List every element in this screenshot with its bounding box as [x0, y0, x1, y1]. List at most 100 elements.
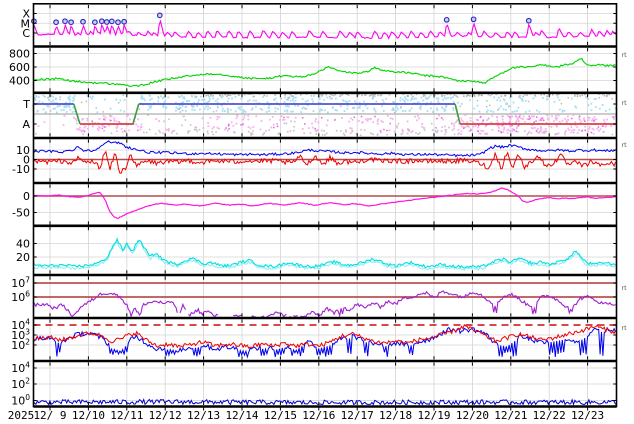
sector-scatter-dot: [540, 117, 542, 120]
sector-scatter-dot: [137, 118, 139, 121]
sector-scatter-dot: [437, 100, 440, 102]
sector-scatter-dot: [492, 111, 495, 113]
sector-scatter-dot: [69, 108, 72, 111]
sector-scatter-dot: [464, 126, 467, 129]
sector-scatter-dot: [301, 117, 304, 119]
sector-scatter-dot: [514, 122, 517, 124]
sector-scatter-dot: [522, 115, 525, 118]
sector-scatter-dot: [325, 132, 328, 135]
series-density-b: [32, 239, 616, 271]
sector-scatter-dot: [437, 129, 439, 132]
sector-scatter-dot: [285, 122, 288, 125]
sector-scatter-dot: [461, 119, 463, 122]
sector-scatter-dot: [498, 130, 500, 132]
sector-scatter-dot: [286, 105, 289, 108]
sector-scatter-dot: [502, 124, 504, 126]
sector-scatter-dot: [252, 95, 254, 98]
sector-scatter-dot: [102, 115, 105, 117]
sector-scatter-dot: [54, 107, 57, 110]
sector-scatter-dot: [159, 131, 161, 134]
sector-scatter-dot: [34, 99, 37, 101]
sector-scatter-dot: [81, 129, 84, 132]
sector-scatter-dot: [293, 126, 295, 128]
sector-scatter-dot: [240, 124, 242, 126]
sector-scatter-dot: [424, 97, 427, 100]
sector-scatter-dot: [477, 126, 480, 129]
sector-scatter-dot: [96, 128, 99, 130]
sector-scatter-dot: [140, 126, 142, 128]
sector-scatter-dot: [374, 93, 377, 96]
sector-scatter-dot: [361, 94, 363, 97]
sector-scatter-dot: [543, 119, 545, 121]
sector-scatter-dot: [243, 110, 246, 112]
sector-scatter-dot: [368, 95, 371, 97]
sector-scatter-dot: [474, 125, 477, 127]
sector-scatter-dot: [216, 126, 219, 129]
sector-scatter-dot: [538, 119, 541, 122]
sector-scatter-dot: [561, 119, 564, 122]
sector-scatter-dot: [377, 94, 379, 97]
sector-scatter-dot: [79, 126, 81, 129]
sector-scatter-dot: [520, 117, 523, 120]
sector-scatter-dot: [59, 96, 62, 98]
sector-scatter-dot: [528, 115, 530, 118]
sector-scatter-dot: [334, 109, 337, 111]
sector-scatter-dot: [435, 127, 437, 129]
sector-scatter-dot: [314, 129, 317, 132]
sector-scatter-dot: [541, 131, 544, 134]
sector-scatter-dot: [578, 129, 580, 131]
sector-scatter-dot: [191, 95, 193, 98]
sector-scatter-dot: [602, 125, 604, 127]
sector-scatter-dot: [60, 109, 63, 112]
y-tick-label: 100: [11, 393, 30, 408]
sector-scatter-dot: [198, 99, 200, 101]
sector-scatter-dot: [164, 99, 167, 102]
sector-scatter-dot: [450, 93, 452, 95]
sector-scatter-dot: [514, 114, 517, 116]
sector-scatter-dot: [242, 111, 245, 114]
sector-scatter-dot: [293, 96, 295, 99]
sector-scatter-dot: [142, 97, 145, 100]
sector-scatter-dot: [598, 97, 600, 99]
sector-scatter-dot: [539, 127, 542, 130]
sector-scatter-dot: [305, 93, 308, 95]
sector-scatter-dot: [528, 130, 531, 133]
sector-scatter-dot: [110, 132, 113, 135]
sector-scatter-dot: [304, 123, 306, 125]
sector-scatter-dot: [553, 120, 555, 123]
sector-scatter-dot: [187, 132, 189, 134]
sector-scatter-dot: [113, 117, 116, 120]
sector-scatter-dot: [262, 96, 265, 98]
sector-scatter-dot: [373, 107, 376, 110]
sector-scatter-dot: [545, 130, 548, 133]
sector-scatter-dot: [324, 109, 326, 112]
sector-scatter-dot: [441, 94, 443, 96]
sector-scatter-dot: [514, 115, 517, 118]
sector-scatter-dot: [393, 130, 396, 133]
sector-scatter-dot: [493, 96, 496, 99]
sector-scatter-dot: [79, 129, 82, 132]
sector-scatter-dot: [561, 110, 564, 113]
sector-scatter-dot: [179, 107, 182, 109]
sector-scatter-dot: [109, 107, 112, 110]
sector-scatter-dot: [304, 113, 307, 115]
sector-scatter-dot: [578, 116, 581, 119]
sector-scatter-dot: [155, 133, 157, 135]
sector-scatter-dot: [346, 93, 349, 95]
sector-scatter-dot: [410, 131, 413, 133]
sector-scatter-dot: [155, 118, 158, 120]
flare-marker: [98, 18, 105, 25]
sector-scatter-dot: [162, 97, 164, 100]
sector-scatter-dot: [242, 109, 245, 112]
sector-scatter-dot: [103, 126, 106, 128]
sector-scatter-dot: [418, 117, 420, 120]
sector-scatter-dot: [476, 118, 479, 121]
sector-scatter-dot: [556, 125, 558, 128]
date-label: 12/17: [341, 409, 374, 422]
sector-scatter-dot: [310, 94, 313, 97]
sector-scatter-dot: [481, 94, 483, 97]
sector-scatter-dot: [195, 96, 198, 98]
sector-scatter-dot: [319, 93, 322, 96]
sector-scatter-dot: [389, 117, 392, 120]
sector-scatter-dot: [379, 94, 382, 97]
